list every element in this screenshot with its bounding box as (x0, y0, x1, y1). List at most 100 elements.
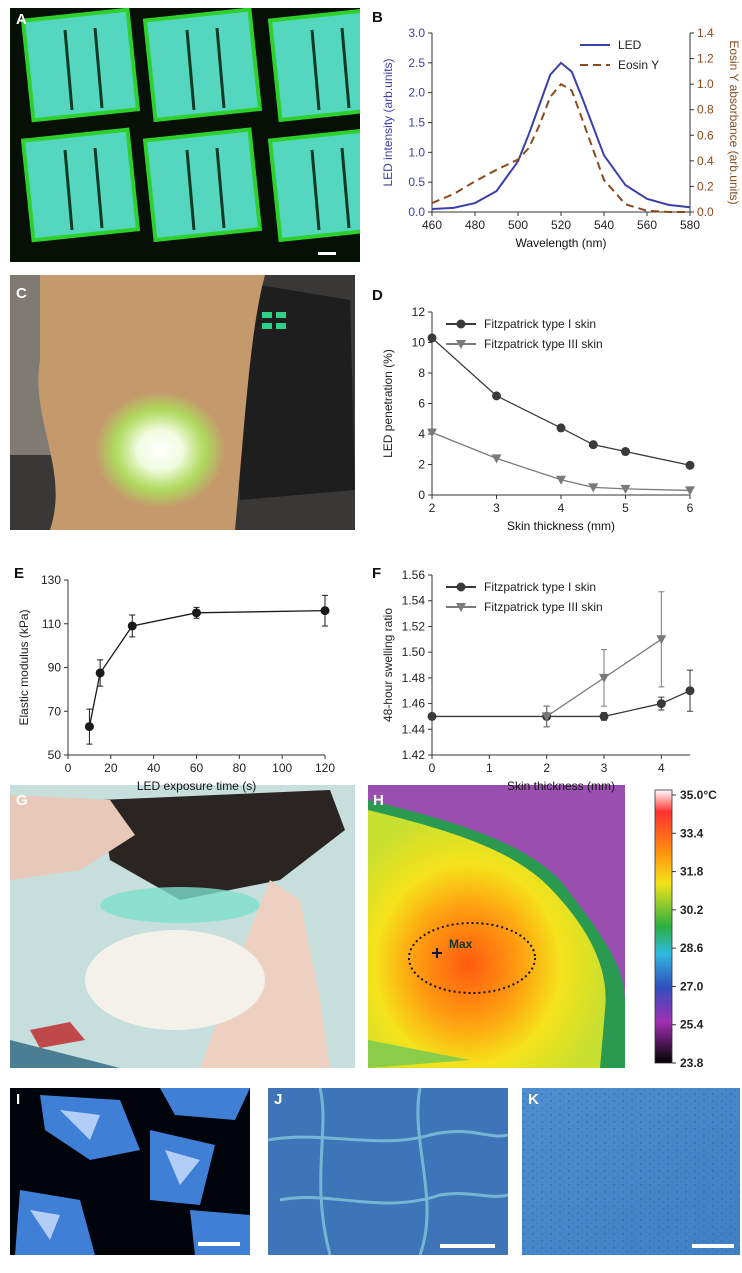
data-point (686, 461, 695, 470)
y-tick-label: 1.44 (402, 722, 426, 736)
colorbar-tick-label: 23.8 (680, 1056, 704, 1070)
x-axis-label: Skin thickness (mm) (507, 519, 615, 533)
x-axis-label: LED exposure time (s) (137, 779, 256, 793)
data-point (428, 333, 437, 342)
y-tick-label: 3.0 (408, 26, 425, 40)
image-c (10, 275, 355, 530)
colorbar-tick-label: 31.8 (680, 865, 704, 879)
series-line (89, 611, 325, 727)
x-tick-label: 120 (315, 761, 335, 775)
y-tick-label: 1.42 (402, 748, 426, 762)
y-tick-label: 12 (412, 305, 426, 319)
x-tick-label: 60 (190, 761, 204, 775)
panel-label: E (14, 565, 24, 582)
x-tick-label: 1 (486, 761, 493, 775)
image-h (368, 785, 625, 1068)
y-tick-label: 1.0 (408, 145, 425, 159)
colorbar (655, 790, 672, 1063)
y-tick-label: 1.54 (402, 594, 426, 608)
y-tick-label: 1.56 (402, 568, 426, 582)
y2-tick-label: 0.6 (697, 128, 714, 142)
x-tick-label: 4 (658, 761, 665, 775)
y-tick-label: 70 (48, 704, 62, 718)
data-point (600, 712, 609, 721)
y-tick-label: 0.5 (408, 175, 425, 189)
data-point (321, 606, 330, 615)
y2-tick-label: 0.0 (697, 205, 714, 219)
image-a (10, 8, 385, 262)
image-k (522, 1088, 740, 1255)
data-point (599, 674, 609, 683)
y-tick-label: 90 (48, 661, 62, 675)
x-tick-label: 80 (233, 761, 247, 775)
legend-label: Fitzpatrick type III skin (484, 600, 603, 614)
y2-tick-label: 0.2 (697, 179, 714, 193)
x-tick-label: 3 (601, 761, 608, 775)
x-tick-label: 2 (543, 761, 550, 775)
x-tick-label: 580 (680, 218, 700, 232)
y-tick-label: 130 (41, 573, 61, 587)
x-tick-label: 520 (551, 218, 571, 232)
y-axis-label: Elastic modulus (kPa) (17, 609, 31, 725)
data-point (192, 608, 201, 617)
x-tick-label: 100 (272, 761, 292, 775)
y-tick-label: 2 (418, 458, 425, 472)
colorbar-tick-label: 25.4 (680, 1018, 704, 1032)
y2-tick-label: 0.8 (697, 103, 714, 117)
y-tick-label: 6 (418, 397, 425, 411)
panel-label: H (373, 792, 384, 809)
image-i (10, 1088, 250, 1255)
image-j (268, 1088, 508, 1255)
panel-label: C (16, 285, 27, 302)
legend-label: Fitzpatrick type III skin (484, 337, 603, 351)
panel-label: D (372, 287, 383, 304)
y-tick-label: 110 (42, 617, 61, 631)
y-tick-label: 0.0 (408, 205, 425, 219)
data-point (657, 699, 666, 708)
data-point (427, 428, 437, 437)
panel-label: G (16, 792, 28, 809)
image-g (10, 785, 355, 1068)
legend-label: Eosin Y (618, 58, 659, 72)
y-tick-label: 0 (418, 488, 425, 502)
y2-tick-label: 1.0 (697, 77, 714, 91)
data-point (621, 447, 630, 456)
legend-label: Fitzpatrick type I skin (484, 317, 596, 331)
y-axis-label: 48-hour swelling ratio (381, 608, 395, 722)
x-tick-label: 20 (104, 761, 118, 775)
x-tick-label: 4 (558, 501, 565, 515)
x-tick-label: 460 (422, 218, 442, 232)
legend-marker (457, 583, 466, 592)
legend-label: LED (618, 38, 642, 52)
data-point (96, 668, 105, 677)
data-point (589, 440, 598, 449)
x-tick-label: 500 (508, 218, 528, 232)
x-tick-label: 6 (687, 501, 694, 515)
colorbar-tick-label: 35.0°C (680, 788, 717, 802)
data-point (686, 686, 695, 695)
y-tick-label: 50 (48, 748, 62, 762)
x-tick-label: 560 (637, 218, 657, 232)
x-tick-label: 2 (429, 501, 436, 515)
x-tick-label: 0 (429, 761, 436, 775)
panel-label: A (16, 11, 27, 28)
series-line (432, 338, 690, 465)
y-tick-label: 4 (418, 427, 425, 441)
data-point (428, 712, 437, 721)
y-tick-label: 1.48 (402, 671, 426, 685)
marker-label: Max (449, 937, 473, 951)
y-tick-label: 2.0 (408, 86, 425, 100)
data-point (492, 391, 501, 400)
y2-tick-label: 0.4 (697, 154, 714, 168)
data-point (557, 423, 566, 432)
legend-marker (457, 320, 466, 329)
x-axis-label: Wavelength (nm) (516, 236, 607, 250)
y-tick-label: 2.5 (408, 56, 425, 70)
panel-label: B (372, 9, 383, 26)
panel-label: I (16, 1091, 20, 1108)
panel-label: F (372, 565, 381, 582)
data-point (128, 621, 137, 630)
x-tick-label: 3 (493, 501, 500, 515)
y-tick-label: 10 (412, 336, 426, 350)
x-tick-label: 540 (594, 218, 614, 232)
